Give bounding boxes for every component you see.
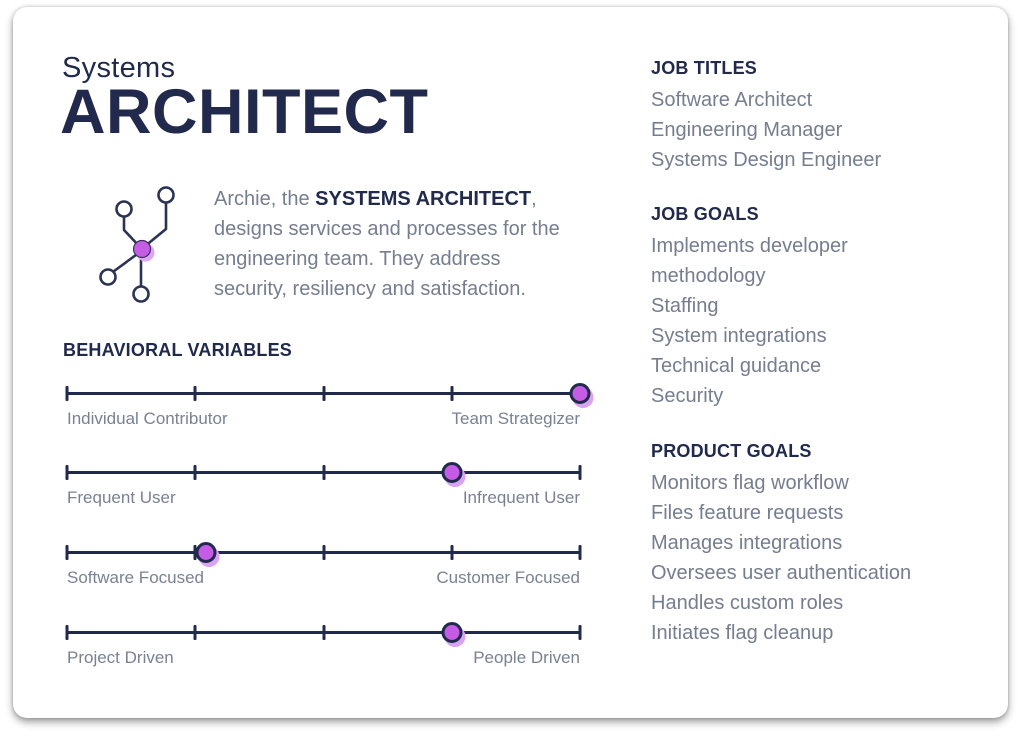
behavioral-slider: Project Driven People Driven: [65, 622, 582, 686]
slider-tick: [65, 386, 69, 401]
slider-left-label: Project Driven: [67, 648, 174, 667]
list-item: Initiates flag cleanup: [651, 622, 834, 644]
list-item: Technical guidance: [651, 355, 822, 377]
slider-tick: [322, 465, 325, 480]
section-product-goals: PRODUCT GOALS Monitors flag workflow Files…: [651, 441, 923, 648]
section-job-goals: JOB GOALS Implements developer methodolog…: [651, 204, 923, 411]
list-item: Monitors flag workflow: [651, 472, 849, 494]
slider-track: [65, 383, 591, 404]
slider-marker: [569, 383, 591, 404]
section-heading: JOB GOALS: [651, 204, 759, 224]
behavioral-variables-heading: BEHAVIORAL VARIABLES: [63, 340, 293, 360]
slider-tick: [450, 386, 454, 401]
list-item: Oversees user authentication: [651, 562, 912, 584]
slider-track: [65, 542, 582, 563]
slider-right-label: Team Strategizer: [451, 409, 581, 428]
slider-track: [65, 462, 582, 483]
slider-tick: [193, 625, 197, 640]
behavioral-slider: Frequent User Infrequent User: [65, 462, 582, 526]
list-item: Systems Design Engineer: [651, 149, 882, 171]
slider-tick: [65, 625, 69, 640]
persona-subtitle: Systems: [62, 52, 176, 84]
slider-tick: [193, 465, 197, 480]
center-node: [132, 239, 152, 259]
section-list: Monitors flag workflow Files feature requ…: [651, 468, 923, 648]
slider-tick: [65, 545, 69, 560]
persona-name-emphasis: SYSTEMS ARCHITECT: [315, 188, 532, 210]
slider-marker: [195, 542, 216, 563]
list-item: Files feature requests: [651, 502, 844, 524]
slider-tick: [322, 625, 325, 640]
slider-track: [65, 622, 582, 643]
persona-card: Systems ARCHITECT Archie, the SYSTEMS AR…: [13, 7, 1008, 718]
persona-description: Archie, the SYSTEMS ARCHITECT, designs se…: [214, 188, 560, 300]
page-title: ARCHITECT: [60, 77, 429, 147]
network-nodes-icon: [99, 186, 175, 303]
section-list: Software Architect Engineering Manager Sys…: [651, 85, 923, 175]
section-heading: PRODUCT GOALS: [651, 441, 812, 461]
list-item: Engineering Manager: [651, 119, 843, 141]
section-list: Implements developer methodology Staffing…: [651, 231, 923, 411]
slider-tick: [450, 545, 454, 560]
behavioral-slider: Individual Contributor Team Strategizer: [65, 383, 591, 447]
list-item: Manages integrations: [651, 532, 843, 554]
slider-tick: [578, 625, 582, 640]
slider-right-label: Customer Focused: [436, 568, 580, 587]
slider-right-label: Infrequent User: [462, 488, 580, 507]
slider-tick: [193, 386, 197, 401]
section-job-titles: JOB TITLES Software Architect Engineering …: [651, 58, 923, 175]
list-item: Handles custom roles: [651, 592, 844, 614]
slider-tick: [578, 465, 582, 480]
behavioral-slider: Software Focused Customer Focused: [65, 542, 582, 606]
slider-tick: [322, 386, 325, 401]
list-item: Software Architect: [651, 89, 813, 111]
slider-marker: [441, 462, 463, 483]
slider-right-label: People Driven: [473, 648, 580, 667]
slider-left-label: Software Focused: [67, 568, 205, 587]
slider-tick: [322, 545, 325, 560]
list-item: Implements developer methodology: [651, 235, 848, 287]
slider-marker: [441, 622, 463, 643]
list-item: System integrations: [651, 325, 827, 347]
slider-tick: [578, 545, 582, 560]
list-item: Security: [651, 385, 724, 407]
slider-left-label: Individual Contributor: [67, 409, 228, 428]
section-heading: JOB TITLES: [651, 58, 758, 78]
list-item: Staffing: [651, 295, 719, 317]
slider-tick: [65, 465, 69, 480]
slider-left-label: Frequent User: [67, 488, 176, 507]
